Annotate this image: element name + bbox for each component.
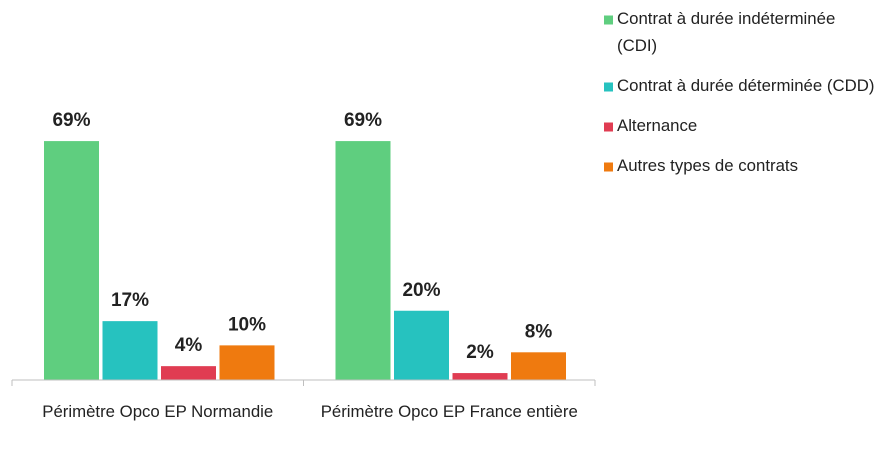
bar: [102, 321, 158, 380]
value-label: 20%: [402, 280, 440, 301]
x-tick-label: Périmètre Opco EP Normandie: [42, 402, 273, 421]
legend-label: Contrat à durée indéterminée (CDI): [617, 9, 835, 55]
legend-swatch: [604, 15, 613, 25]
bar: [335, 141, 391, 380]
bar: [44, 141, 99, 380]
bar: [394, 310, 449, 380]
bar: [219, 345, 275, 380]
legend-swatch: [604, 162, 613, 172]
value-label: 69%: [52, 110, 90, 131]
bar: [452, 373, 508, 380]
value-label: 8%: [525, 321, 553, 342]
value-label: 2%: [466, 342, 494, 363]
value-label: 10%: [228, 314, 266, 335]
legend-label: Contrat à durée déterminée (CDD): [617, 76, 874, 95]
bar: [511, 352, 566, 380]
legend-label: Alternance: [617, 116, 697, 135]
legend-label: Autres types de contrats: [617, 156, 798, 175]
x-tick-label: Périmètre Opco EP France entière: [321, 402, 578, 421]
value-label: 17%: [111, 290, 149, 311]
legend-swatch: [604, 82, 613, 92]
value-label: 4%: [175, 335, 203, 356]
value-label: 69%: [344, 110, 382, 131]
legend-swatch: [604, 122, 613, 132]
bar: [161, 366, 216, 380]
